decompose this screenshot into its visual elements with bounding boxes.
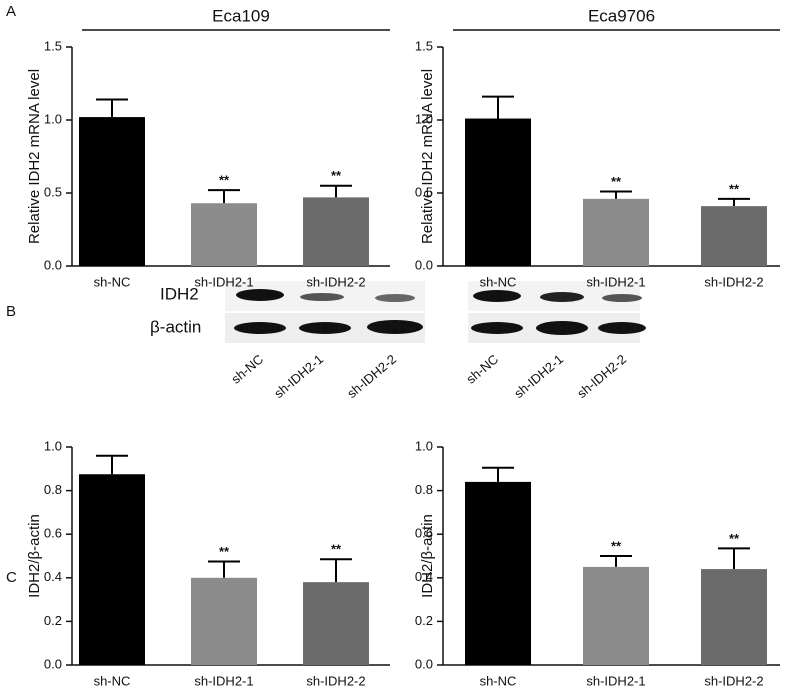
y-tick-label: 0.0 — [44, 257, 62, 272]
x-tick-label: sh-IDH2-2 — [704, 673, 763, 688]
band — [471, 322, 523, 334]
lane-label: sh-IDH2-2 — [344, 351, 399, 401]
bar — [303, 582, 369, 665]
y-tick-label: 1.0 — [44, 438, 62, 453]
x-tick-label: sh-IDH2-1 — [586, 274, 645, 289]
significance: ** — [219, 173, 230, 188]
significance: ** — [729, 181, 740, 196]
bar — [701, 569, 767, 665]
y-tick-label: 0.0 — [44, 656, 62, 671]
blot-row-label: IDH2 — [160, 284, 199, 303]
significance: ** — [331, 542, 342, 557]
significance: ** — [331, 168, 342, 183]
significance: ** — [219, 544, 230, 559]
y-tick-label: 1.5 — [44, 38, 62, 53]
y-tick-label: 0.0 — [415, 656, 433, 671]
band — [602, 294, 642, 302]
x-tick-label: sh-IDH2-1 — [586, 673, 645, 688]
panel-label: A — [6, 3, 16, 20]
y-tick-label: 1.5 — [415, 38, 433, 53]
band — [234, 322, 286, 334]
band — [598, 322, 646, 334]
bar — [465, 481, 531, 665]
y-tick-label: 0.5 — [44, 184, 62, 199]
x-tick-label: sh-IDH2-2 — [306, 274, 365, 289]
x-tick-label: sh-IDH2-1 — [194, 673, 253, 688]
y-tick-label: 0.6 — [415, 526, 433, 541]
band — [473, 290, 521, 302]
lane-label: sh-IDH2-1 — [511, 351, 566, 401]
panel-label: B — [6, 303, 16, 320]
chart-title: Eca109 — [212, 6, 270, 25]
blot-row-label: β-actin — [150, 317, 201, 336]
bar — [701, 206, 767, 266]
lane-label: sh-NC — [463, 351, 501, 386]
y-tick-label: 0.8 — [44, 482, 62, 497]
y-tick-label: 0.6 — [44, 526, 62, 541]
y-axis-label: IDH2/β-actin — [26, 514, 43, 598]
x-tick-label: sh-NC — [94, 274, 131, 289]
band — [300, 293, 344, 301]
y-axis-label: IDH2/β-actin — [419, 514, 436, 598]
y-tick-label: 1.0 — [415, 438, 433, 453]
x-tick-label: sh-IDH2-1 — [194, 274, 253, 289]
x-tick-label: sh-NC — [480, 274, 517, 289]
lane-label: sh-IDH2-2 — [574, 351, 629, 401]
blot — [225, 281, 646, 343]
x-tick-label: sh-NC — [480, 673, 517, 688]
x-tick-label: sh-IDH2-2 — [306, 673, 365, 688]
lane-label: sh-IDH2-1 — [271, 351, 326, 401]
y-tick-label: 1.0 — [415, 111, 433, 126]
x-tick-label: sh-IDH2-2 — [704, 274, 763, 289]
bar — [79, 474, 145, 665]
lane-label: sh-NC — [228, 351, 266, 386]
y-tick-label: 0.4 — [415, 569, 433, 584]
band — [236, 289, 284, 301]
y-tick-label: 0.5 — [415, 184, 433, 199]
significance: ** — [611, 174, 622, 189]
bar — [583, 566, 649, 665]
x-tick-label: sh-NC — [94, 673, 131, 688]
significance: ** — [611, 538, 622, 553]
band — [536, 321, 588, 335]
chart-title: Eca9706 — [588, 6, 655, 25]
bar — [583, 198, 649, 266]
band — [375, 294, 415, 302]
bar — [303, 197, 369, 266]
band — [367, 320, 423, 334]
y-tick-label: 0.2 — [44, 613, 62, 628]
y-axis-label: Relative IDH2 mRNA level — [26, 69, 43, 244]
y-axis-label: Relative IDH2 mRNA level — [419, 69, 436, 244]
panel-label: C — [6, 569, 17, 586]
y-tick-label: 0.8 — [415, 482, 433, 497]
bar — [191, 577, 257, 665]
y-tick-label: 1.0 — [44, 111, 62, 126]
bar — [465, 118, 531, 266]
y-tick-label: 0.4 — [44, 569, 62, 584]
significance: ** — [729, 531, 740, 546]
y-tick-label: 0.0 — [415, 257, 433, 272]
band — [299, 322, 351, 334]
bar — [79, 117, 145, 266]
y-tick-label: 0.2 — [415, 613, 433, 628]
band — [540, 292, 584, 302]
bar — [191, 203, 257, 266]
